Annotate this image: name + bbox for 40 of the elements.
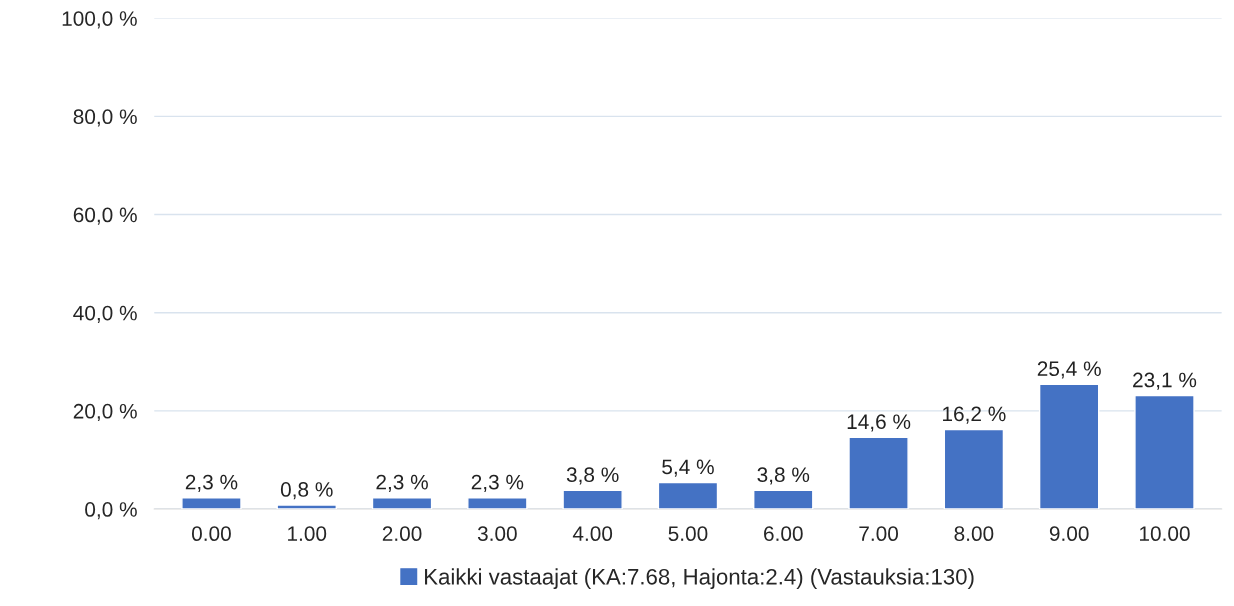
x-tick-label: 10.00 — [1140, 526, 1190, 542]
bar — [943, 428, 1005, 510]
bar — [562, 489, 623, 510]
data-label: 25,4 % — [1037, 361, 1101, 379]
x-tick-label: 6.00 — [764, 526, 803, 542]
y-tick-label: 40,0 % — [73, 305, 137, 323]
bar — [657, 481, 719, 510]
x-tick-label: 1.00 — [288, 526, 327, 542]
x-tick-label: 5.00 — [668, 526, 708, 542]
y-tick-label: 0,0 % — [85, 502, 137, 520]
data-label: 14,6 % — [847, 414, 911, 432]
bar — [753, 489, 814, 510]
x-tick-label: 8.00 — [954, 526, 994, 542]
bar — [371, 497, 433, 510]
bar — [848, 436, 909, 510]
data-label: 2,3 % — [471, 474, 524, 492]
x-tick-label: 4.00 — [572, 526, 613, 542]
y-tick-label: 20,0 % — [73, 403, 137, 422]
x-tick-label: 7.00 — [859, 526, 899, 542]
data-label: 0,8 % — [280, 482, 333, 500]
data-label: 3,8 % — [566, 467, 619, 485]
bar — [181, 497, 242, 510]
bar — [1134, 394, 1195, 510]
x-tick-label: 9.00 — [1049, 526, 1089, 542]
data-label: 2,3 % — [376, 474, 428, 492]
y-tick-label: 60,0 % — [73, 207, 137, 225]
data-label: 16,2 % — [943, 406, 1006, 424]
x-tick-label: 2.00 — [382, 526, 422, 542]
x-tick-label: 0.00 — [191, 526, 231, 542]
bar — [467, 497, 528, 510]
bar — [1038, 383, 1100, 510]
x-tick-label: 3.00 — [477, 526, 517, 542]
y-tick-label: 80,0 % — [73, 109, 137, 127]
data-label: 3,8 % — [757, 467, 810, 485]
y-tick-label: 100,0 % — [62, 11, 137, 29]
legend-label: Kaikki vastaajat (KA:7.68, Hajonta:2.4) (Vastauksia:130) — [425, 568, 974, 590]
data-label: 23,1 % — [1133, 372, 1197, 390]
data-label: 2,3 % — [185, 474, 238, 492]
data-label: 5,4 % — [662, 459, 714, 477]
bar — [276, 504, 337, 510]
